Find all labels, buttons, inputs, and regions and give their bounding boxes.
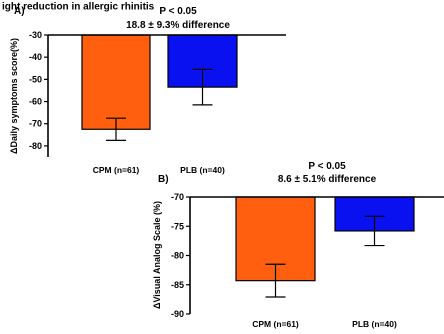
y-tick-label: -40 (29, 52, 42, 62)
y-tick-label: -70 (171, 192, 184, 202)
panel-label: B) (158, 174, 169, 185)
y-tick-label: -90 (171, 309, 184, 319)
y-axis-label: ΔDaily symptoms score(%) (9, 38, 19, 154)
difference-annotation: 18.8 ± 9.3% difference (126, 20, 230, 31)
y-tick-label: -60 (29, 97, 42, 107)
panel-a: A) P < 0.05 18.8 ± 9.3% difference CPM (n=6… (9, 6, 286, 175)
significance-annotation: P < 0.05 (308, 161, 346, 172)
header-fragment: ight reduction in allergic rhinitis (2, 1, 155, 12)
category-label: PLB (n=40) (352, 319, 397, 329)
y-axis-label: ΔVisual Analog Scale (%) (152, 201, 162, 309)
panel-label: A) (14, 6, 25, 17)
y-tick-label: -80 (171, 251, 184, 261)
y-tick-label: -30 (29, 30, 42, 40)
y-tick-label: -80 (29, 141, 42, 151)
category-label: CPM (n=61) (93, 165, 140, 175)
significance-annotation: P < 0.05 (159, 6, 197, 17)
y-tick-label: -85 (171, 280, 184, 290)
y-tick-label: -50 (29, 74, 42, 84)
category-label: CPM (n=61) (252, 319, 299, 329)
difference-annotation: 8.6 ± 5.1% difference (278, 174, 377, 185)
y-tick-label: -75 (171, 221, 184, 231)
y-tick-label: -70 (29, 119, 42, 129)
bar-cpm (81, 34, 151, 130)
category-label: PLB (n=40) (180, 165, 225, 175)
panel-b: B) P < 0.05 8.6 ± 5.1% difference CPM (n=61… (152, 161, 444, 329)
